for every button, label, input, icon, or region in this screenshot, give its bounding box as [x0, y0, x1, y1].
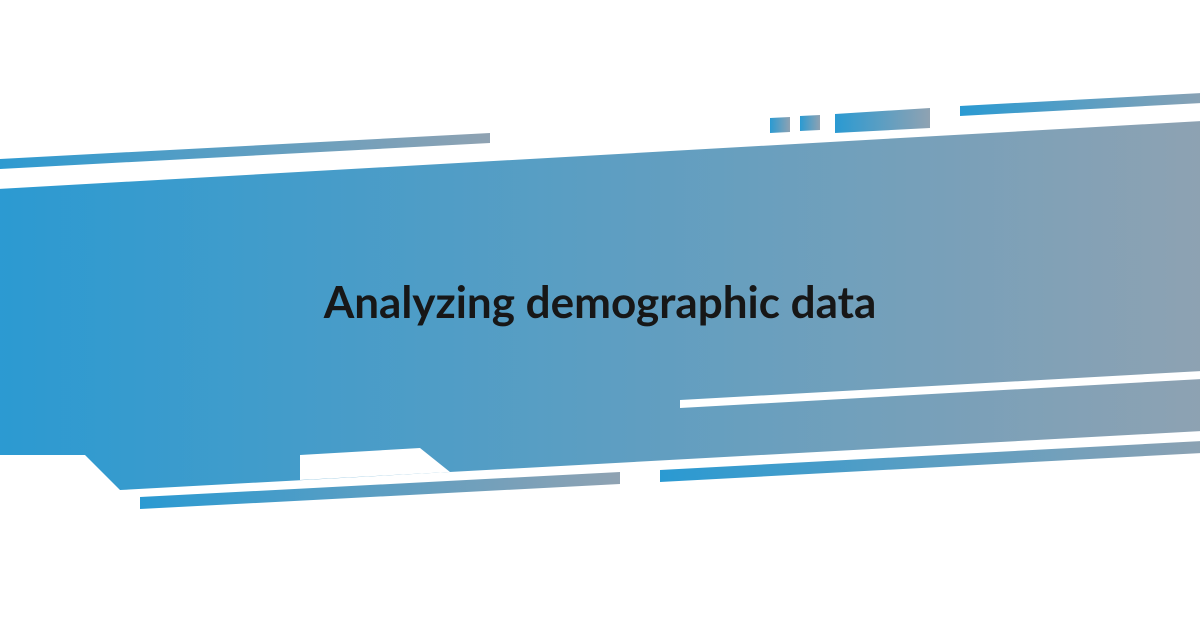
banner-title: Analyzing demographic data: [0, 276, 1200, 328]
banner-canvas: Analyzing demographic data: [0, 0, 1200, 630]
top-block-1: [770, 117, 790, 133]
top-block-2: [800, 115, 820, 131]
